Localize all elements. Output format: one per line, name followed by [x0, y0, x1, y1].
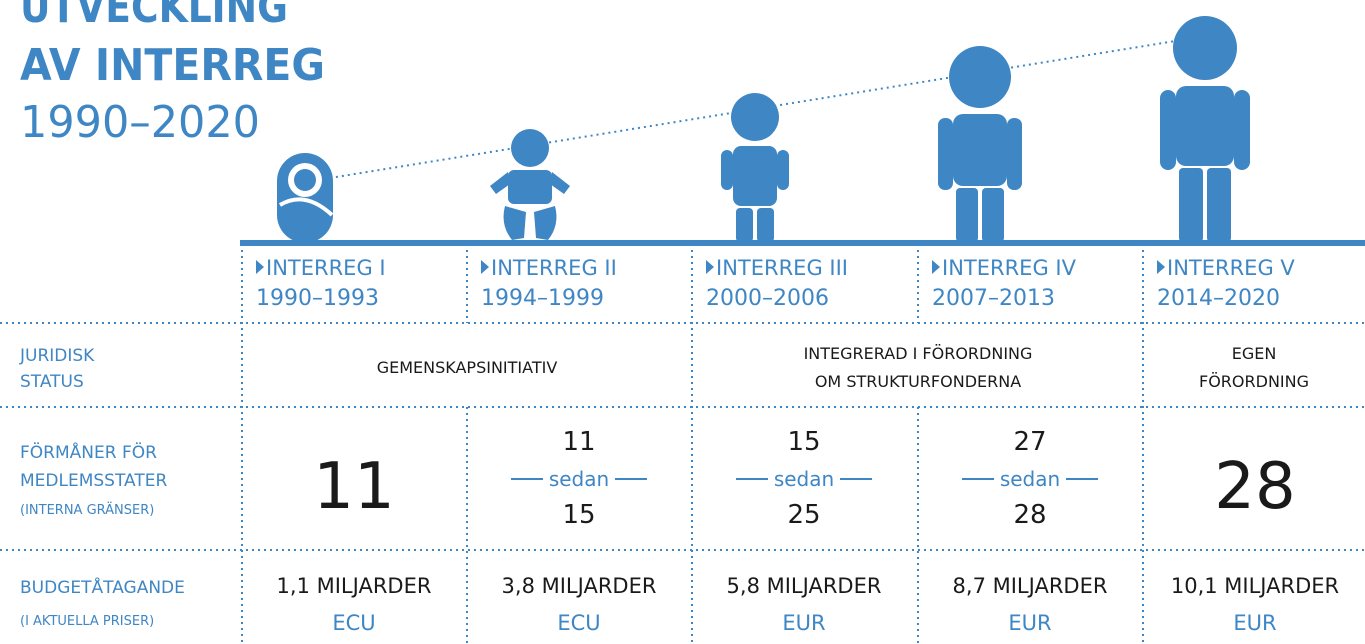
budget-amount: 3,8 MILJARDER — [502, 574, 657, 598]
budget-currency: EUR — [1233, 611, 1276, 635]
period-years: 2007–2013 — [932, 286, 1055, 311]
figure-adult — [1160, 16, 1250, 242]
member-to: 25 — [787, 500, 820, 530]
row-label: FÖRMÅNER FÖR — [20, 441, 157, 463]
legal-cell: EGEN — [1232, 344, 1277, 363]
period-name: INTERREG II — [491, 256, 617, 280]
member-from: 11 — [562, 427, 595, 457]
row-labels: JURIDISK STATUS FÖRMÅNER FÖR MEDLEMSSTAT… — [19, 346, 185, 629]
figure-toddler — [490, 129, 570, 240]
budget-amount: 10,1 MILJARDER — [1171, 574, 1339, 598]
member-from: 27 — [1013, 427, 1046, 457]
row-note: (I AKTUELLA PRISER) — [20, 614, 154, 629]
page: UTVECKLING AV INTERREG 1990–2020 — [0, 0, 1365, 644]
figure-child — [721, 93, 789, 242]
figure-teen — [938, 46, 1022, 242]
arrow-icon — [1157, 260, 1165, 274]
row-label: MEDLEMSSTATER — [20, 471, 167, 491]
member-from: 15 — [787, 427, 820, 457]
row-label: JURIDISK — [19, 346, 95, 366]
budget-amount: 5,8 MILJARDER — [727, 574, 882, 598]
budget-currency: EUR — [782, 611, 825, 635]
title-line: AV INTERREG — [20, 40, 325, 91]
period-years: 1994–1999 — [481, 286, 604, 311]
timeline-bar — [240, 240, 1365, 246]
budget-currency: ECU — [557, 611, 600, 635]
period-name: INTERREG V — [1167, 256, 1295, 280]
legal-cell: FÖRORDNING — [1199, 372, 1309, 391]
legal-cell: OM STRUKTURFONDERNA — [815, 372, 1021, 391]
member-count: 28 — [1214, 450, 1295, 524]
period-name: INTERREG III — [716, 256, 848, 280]
member-word: sedan — [774, 467, 834, 491]
period-years: 1990–1993 — [256, 286, 379, 311]
figure-baby — [277, 153, 333, 243]
title-line: UTVECKLING — [20, 0, 288, 33]
member-to: 15 — [562, 500, 595, 530]
legal-cells: GEMENSKAPSINITIATIV INTEGRERAD I FÖRORDN… — [377, 344, 1309, 391]
budget-amount: 8,7 MILJARDER — [953, 574, 1108, 598]
arrow-icon — [932, 260, 940, 274]
arrow-icon — [481, 260, 489, 274]
legal-cell: GEMENSKAPSINITIATIV — [377, 358, 558, 377]
period-name: INTERREG I — [266, 256, 386, 280]
member-word: sedan — [549, 467, 609, 491]
row-note: (INTERNA GRÄNSER) — [20, 502, 154, 518]
member-count: 11 — [313, 450, 394, 524]
infographic: UTVECKLING AV INTERREG 1990–2020 — [0, 0, 1365, 644]
arrow-icon — [706, 260, 714, 274]
budget-currency: ECU — [332, 611, 375, 635]
arrow-icon — [256, 260, 264, 274]
title-years: 1990–2020 — [20, 97, 260, 148]
row-label: STATUS — [20, 372, 84, 392]
row-label: BUDGETÅTAGANDE — [20, 576, 185, 598]
period-years: 2014–2020 — [1157, 286, 1280, 311]
period-years: 2000–2006 — [706, 286, 829, 311]
legal-cell: INTEGRERAD I FÖRORDNING — [804, 344, 1033, 363]
budget-currency: EUR — [1008, 611, 1051, 635]
member-to: 28 — [1013, 500, 1046, 530]
period-name: INTERREG IV — [942, 256, 1077, 280]
member-word: sedan — [1000, 467, 1060, 491]
budget-amount: 1,1 MILJARDER — [277, 574, 432, 598]
